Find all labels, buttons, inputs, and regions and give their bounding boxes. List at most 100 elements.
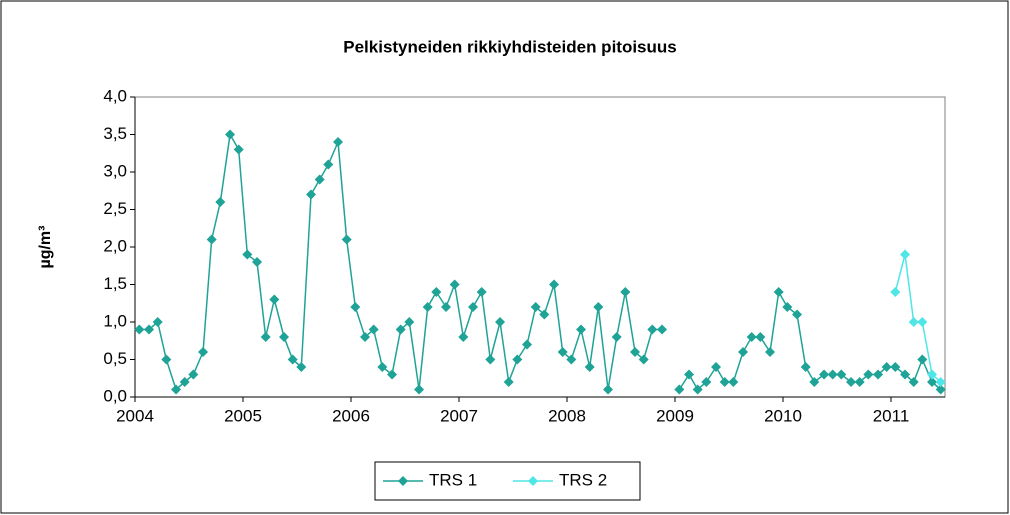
marker — [827, 369, 838, 380]
marker — [503, 377, 514, 387]
marker — [530, 302, 541, 312]
marker — [611, 332, 622, 342]
marker — [188, 369, 199, 380]
y-tick-label: 2,0 — [103, 236, 127, 255]
x-tick-label: 2011 — [873, 406, 910, 425]
x-tick-label: 2006 — [332, 406, 370, 425]
legend-label: TRS 2 — [559, 470, 607, 489]
marker — [539, 309, 550, 320]
marker — [728, 377, 739, 387]
marker — [935, 384, 946, 395]
marker — [584, 362, 595, 372]
marker — [144, 324, 155, 335]
y-tick-label: 3,0 — [103, 161, 127, 180]
marker — [638, 354, 649, 365]
marker — [269, 294, 280, 305]
marker — [206, 234, 217, 245]
marker — [522, 339, 533, 350]
marker — [306, 189, 317, 200]
marker — [225, 129, 236, 140]
marker — [252, 257, 263, 267]
marker — [476, 287, 487, 297]
x-tick-label: 2007 — [440, 406, 478, 425]
marker — [917, 354, 928, 365]
y-tick-label: 4,0 — [103, 86, 127, 105]
x-tick-label: 2009 — [656, 406, 694, 425]
marker — [441, 302, 452, 312]
y-tick-label: 0,0 — [103, 386, 127, 405]
y-tick-label: 2,5 — [103, 199, 127, 218]
marker — [458, 332, 469, 342]
marker — [593, 302, 604, 312]
marker — [674, 384, 685, 395]
marker — [719, 377, 730, 387]
marker — [566, 354, 577, 365]
y-tick-label: 3,5 — [103, 124, 127, 143]
marker — [927, 377, 938, 387]
marker — [485, 354, 496, 365]
marker — [692, 384, 703, 395]
legend-label: TRS 1 — [429, 470, 477, 489]
marker — [431, 287, 442, 297]
marker — [198, 347, 209, 357]
marker — [765, 347, 776, 357]
marker — [917, 317, 928, 327]
marker — [908, 317, 919, 327]
x-tick-label: 2010 — [764, 406, 802, 425]
marker — [171, 384, 182, 395]
marker — [908, 377, 919, 387]
marker — [512, 354, 523, 365]
marker — [414, 384, 425, 395]
marker — [630, 347, 641, 357]
marker — [881, 362, 892, 372]
marker — [377, 362, 388, 372]
marker — [134, 324, 145, 335]
marker — [368, 324, 379, 335]
marker — [620, 287, 631, 297]
marker — [890, 362, 901, 372]
marker — [350, 302, 361, 312]
marker — [495, 317, 506, 327]
marker — [800, 362, 811, 372]
marker — [242, 249, 253, 260]
marker — [314, 174, 325, 185]
marker — [296, 362, 307, 372]
marker — [836, 369, 847, 380]
marker — [854, 377, 865, 387]
marker — [684, 369, 695, 380]
marker — [287, 354, 298, 365]
marker — [773, 287, 784, 297]
marker — [755, 332, 766, 342]
marker — [333, 137, 344, 147]
marker — [701, 377, 712, 387]
marker — [900, 249, 911, 260]
marker — [746, 332, 757, 342]
marker — [152, 317, 163, 327]
y-tick-label: 1,5 — [103, 274, 127, 293]
marker — [395, 324, 406, 335]
marker — [468, 302, 479, 312]
marker — [161, 354, 172, 365]
plot-area — [134, 96, 946, 398]
marker — [846, 377, 857, 387]
x-tick-label: 2005 — [224, 406, 262, 425]
marker — [927, 369, 938, 380]
marker — [576, 324, 587, 335]
y-axis-label: µg/m³ — [37, 226, 54, 269]
marker — [215, 197, 226, 207]
marker — [792, 309, 803, 320]
x-tick-label: 2004 — [116, 406, 154, 425]
marker — [260, 332, 271, 342]
marker — [549, 279, 560, 290]
marker — [711, 362, 722, 372]
marker — [422, 302, 433, 312]
marker — [557, 347, 568, 357]
marker — [341, 234, 352, 245]
marker — [890, 287, 901, 297]
marker — [819, 369, 830, 380]
marker — [404, 317, 415, 327]
x-tick-label: 2008 — [548, 406, 586, 425]
marker — [387, 369, 398, 380]
chart-title: Pelkistyneiden rikkiyhdisteiden pitoisuu… — [343, 37, 676, 56]
